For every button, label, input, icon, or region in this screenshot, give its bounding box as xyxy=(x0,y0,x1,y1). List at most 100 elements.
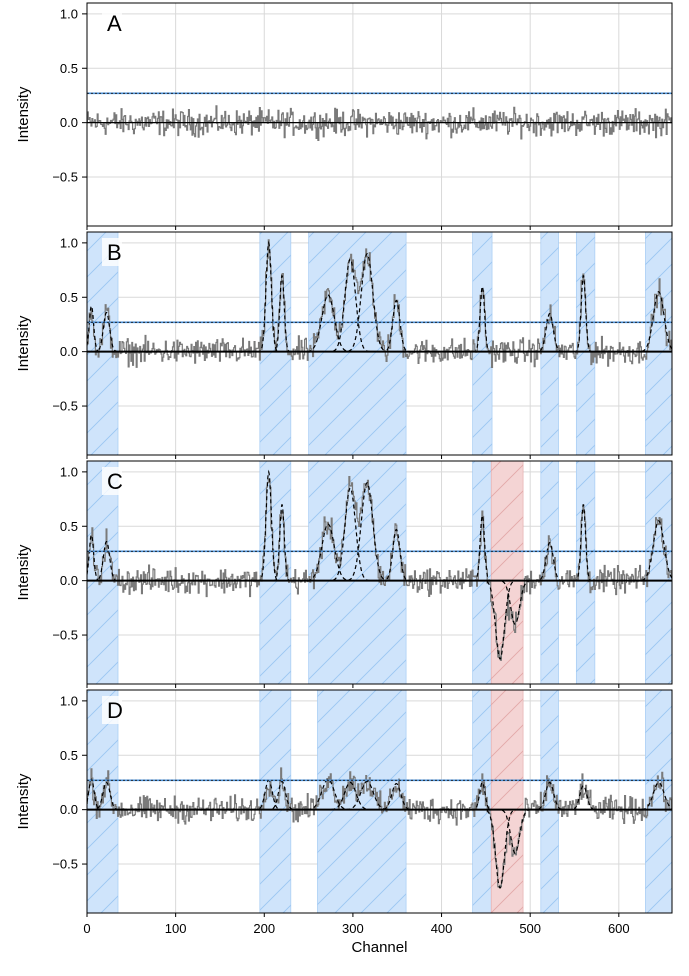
fit-component-line xyxy=(567,785,600,811)
fit-component-line xyxy=(92,312,121,353)
fit-component-line xyxy=(256,240,281,353)
fit-component-line xyxy=(376,782,417,811)
positive-region xyxy=(308,232,407,455)
fit-component-line xyxy=(92,541,121,582)
x-tick-label: 600 xyxy=(608,921,630,936)
panel-letter: D xyxy=(107,698,123,723)
panel-frame xyxy=(86,2,673,227)
panel-C: C −0.5 0.0 0.5 1.0 Intensity xyxy=(15,460,673,688)
plot-background xyxy=(87,3,672,226)
y-tick-label: 1.0 xyxy=(60,464,78,479)
fit-component-line xyxy=(300,523,356,582)
y-tick-label: 1.0 xyxy=(60,693,78,708)
fit-component-line xyxy=(380,299,413,353)
y-tick-label: 0.5 xyxy=(60,61,78,76)
fit-component-line xyxy=(531,781,568,811)
panel-letter: C xyxy=(107,469,123,494)
fit-component-line xyxy=(495,580,536,625)
x-axis: 0 100 200 300 400 500 600 Channel xyxy=(83,921,629,956)
y-tick-label: 0.5 xyxy=(60,748,78,763)
fit-component-line xyxy=(573,275,594,353)
y-axis-title: Intensity xyxy=(15,86,32,142)
panel-plot-area xyxy=(87,690,672,913)
panel-plot-area xyxy=(87,461,672,684)
positive-region xyxy=(472,461,493,684)
panel-letter-background xyxy=(102,467,122,495)
fit-component-line xyxy=(341,482,393,582)
fit-component-line xyxy=(573,504,594,582)
fit-component-line xyxy=(256,469,281,582)
negative-region xyxy=(490,690,524,913)
positive-region xyxy=(472,690,493,913)
fit-component-line xyxy=(341,253,393,353)
panel-A: A −0.5 0.0 0.5 1.0 Intensity xyxy=(15,2,673,230)
y-tick-label: −0.5 xyxy=(52,628,78,643)
fit-component-line xyxy=(266,780,298,811)
y-tick-label: 0.0 xyxy=(60,115,78,130)
fit-component-line xyxy=(634,520,672,582)
positive-region xyxy=(472,232,493,455)
fit-component-line xyxy=(300,778,356,811)
fit-component-line xyxy=(533,312,566,353)
fit-component-line xyxy=(472,286,493,353)
panel-plot-area xyxy=(87,232,672,455)
fit-component-line xyxy=(634,781,672,811)
positive-region xyxy=(575,461,596,684)
fit-component-line xyxy=(324,781,377,811)
y-axis-title: Intensity xyxy=(15,315,32,371)
panel-frame xyxy=(86,231,673,456)
x-tick-label: 100 xyxy=(165,921,187,936)
fit-component-line xyxy=(470,781,495,811)
y-tick-label: −0.5 xyxy=(52,170,78,185)
y-axis-title: Intensity xyxy=(15,773,32,829)
negative-region xyxy=(490,461,524,684)
panel-letter-background xyxy=(102,9,122,37)
positive-region xyxy=(308,461,407,684)
panel-letter-background xyxy=(102,696,122,724)
fit-component-line xyxy=(300,294,356,353)
panel-D: D −0.5 0.0 0.5 1.0 Intensity xyxy=(15,689,673,917)
y-tick-label: −0.5 xyxy=(52,399,78,414)
fit-component-line xyxy=(326,258,375,353)
y-tick-label: 1.0 xyxy=(60,235,78,250)
positive-region xyxy=(575,232,596,455)
x-axis-title: Channel xyxy=(352,939,408,956)
spectrum-line xyxy=(87,239,672,368)
x-tick-label: 400 xyxy=(431,921,453,936)
fit-component-line xyxy=(339,780,395,811)
positive-region xyxy=(540,461,559,684)
panel-letter-background xyxy=(102,238,122,266)
y-tick-label: 0.5 xyxy=(60,519,78,534)
x-tick-label: 300 xyxy=(342,921,364,936)
x-tick-label: 500 xyxy=(519,921,541,936)
panel-frame xyxy=(86,460,673,685)
positive-region xyxy=(317,690,407,913)
y-tick-label: 0.5 xyxy=(60,290,78,305)
fit-component-line xyxy=(533,541,566,582)
panel-plot-area xyxy=(87,3,672,226)
fit-component-line xyxy=(472,515,493,582)
fit-component-line xyxy=(634,291,672,353)
y-tick-label: 1.0 xyxy=(60,6,78,21)
fit-component-line xyxy=(272,504,292,582)
y-tick-label: 0.0 xyxy=(60,344,78,359)
fit-component-line xyxy=(380,528,413,582)
x-tick-label: 0 xyxy=(83,921,90,936)
panel-letter: A xyxy=(107,11,122,36)
fit-component-line xyxy=(272,275,292,353)
fit-component-line xyxy=(90,781,123,811)
fit-component-line xyxy=(87,778,104,811)
panel-frame xyxy=(86,689,673,914)
fit-component-line xyxy=(480,809,520,889)
fit-component-line xyxy=(480,580,520,660)
y-tick-label: 0.0 xyxy=(60,573,78,588)
x-tick-label: 200 xyxy=(253,921,275,936)
y-axis-title: Intensity xyxy=(15,544,32,600)
panel-B: B −0.5 0.0 0.5 1.0 Intensity xyxy=(15,231,673,459)
y-tick-label: −0.5 xyxy=(52,857,78,872)
panel-letter: B xyxy=(107,240,122,265)
fit-component-line xyxy=(495,809,536,854)
positive-region xyxy=(540,232,559,455)
